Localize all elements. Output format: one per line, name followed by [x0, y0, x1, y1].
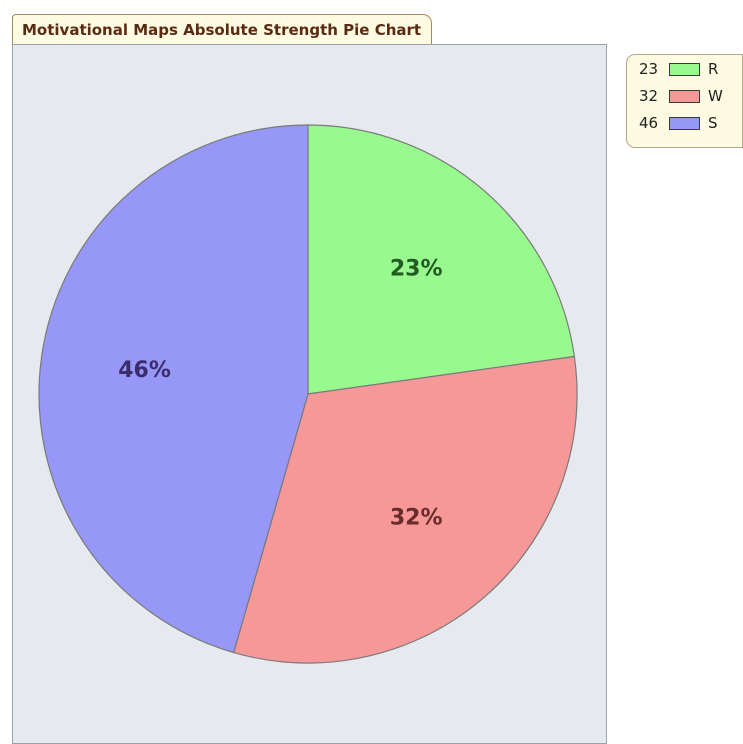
legend-item-w: 32 W [639, 86, 728, 106]
legend-label-s: S [708, 114, 718, 132]
legend-label-r: R [708, 60, 719, 78]
legend-swatch-w [669, 89, 700, 103]
chart-title: Motivational Maps Absolute Strength Pie … [12, 14, 433, 44]
legend-swatch-s [669, 116, 700, 130]
pie-slice-r [307, 124, 576, 395]
legend: 23 R 32 W 46 S [626, 54, 743, 148]
pie-slices [38, 124, 578, 664]
legend-value-w: 32 [639, 87, 659, 105]
pie-label-w: 32% [390, 506, 443, 531]
legend-swatch-r [669, 62, 700, 76]
pie-slice-w [232, 355, 578, 664]
pie-slice-s [38, 124, 309, 654]
legend-item-s: 46 S [639, 113, 728, 133]
pie-labels: 23% 32% 46% [118, 257, 442, 531]
legend-value-r: 23 [639, 60, 659, 78]
legend-value-s: 46 [639, 114, 659, 132]
pie-label-r: 23% [390, 257, 443, 282]
legend-item-r: 23 R [639, 59, 728, 79]
pie-label-s: 46% [118, 358, 171, 383]
legend-label-w: W [708, 87, 723, 105]
